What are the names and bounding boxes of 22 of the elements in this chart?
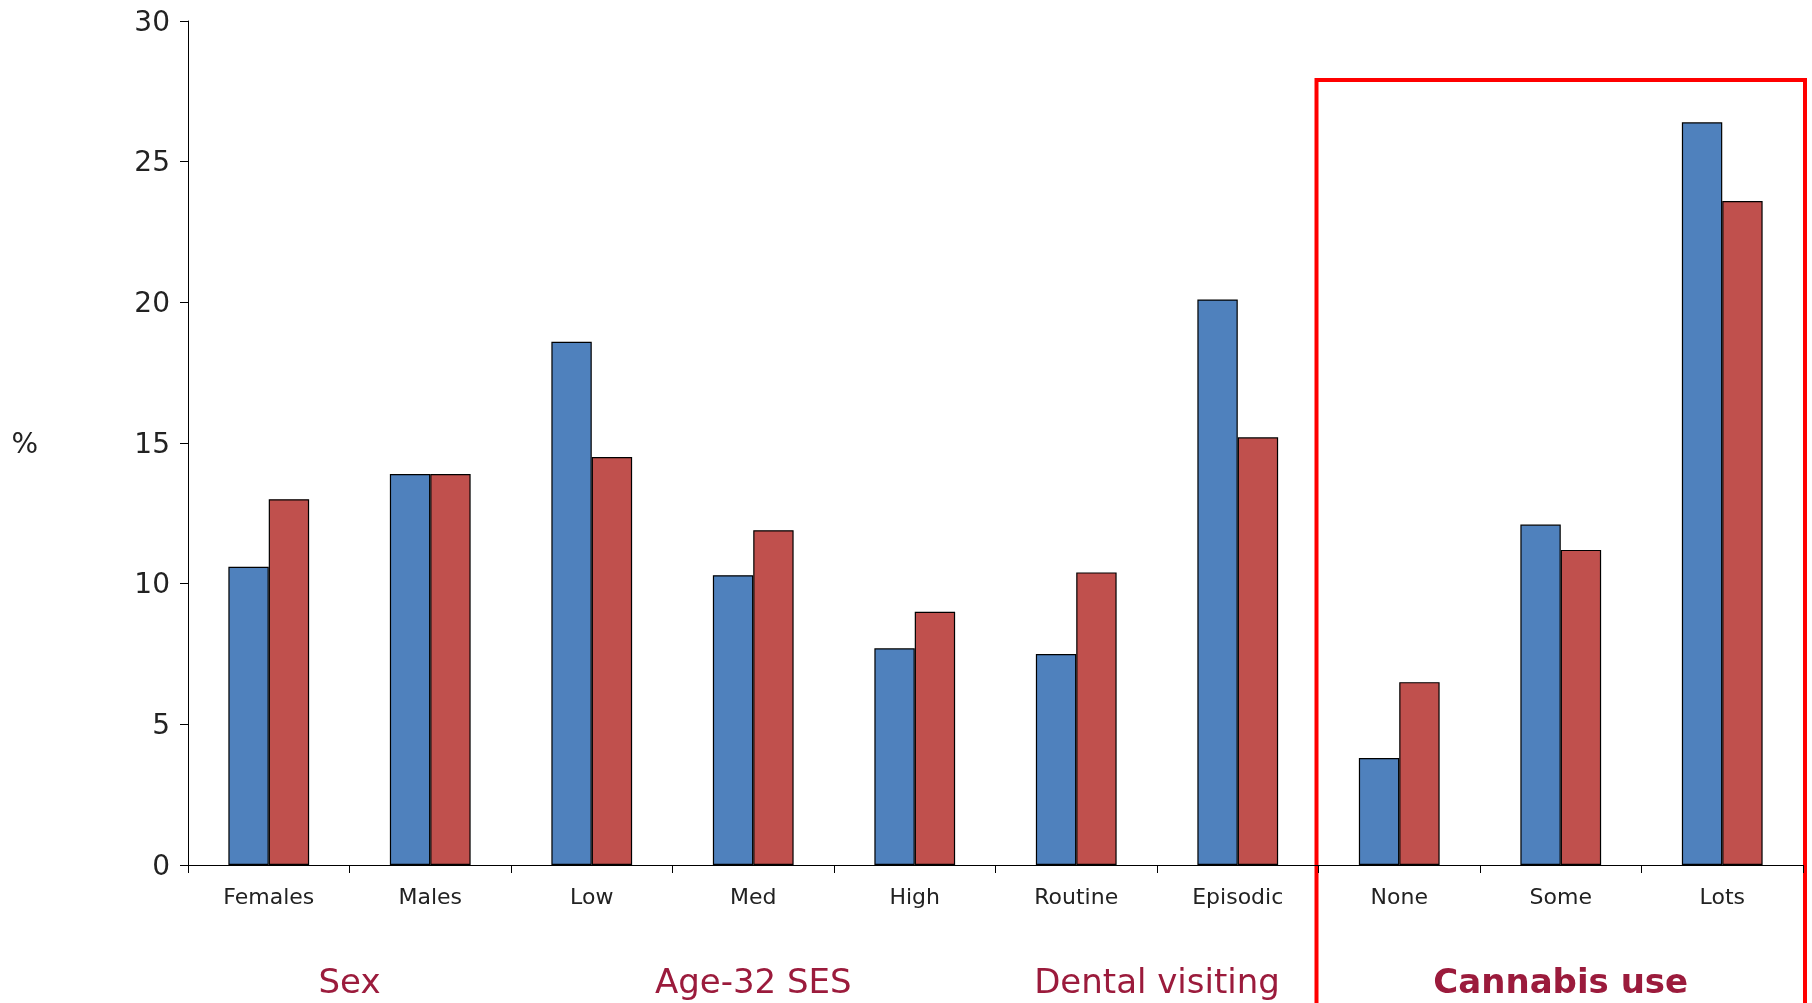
x-tick-label: Males (398, 883, 463, 909)
y-tick-label: 25 (134, 145, 170, 179)
x-tick-label: Routine (1034, 883, 1119, 909)
text: Age-32 SES (654, 961, 852, 1001)
y-tick-label: 20 (134, 285, 170, 319)
x-tick-label: None (1370, 883, 1428, 909)
text: Sex (318, 961, 381, 1001)
y-tick-label: 0 (152, 848, 170, 882)
x-tick-label: Females (223, 883, 315, 909)
x-tick-label: Some (1529, 883, 1592, 909)
text: Dental visiting (1034, 961, 1280, 1001)
y-axis-title: % (11, 426, 38, 460)
x-tick-label: Low (570, 883, 614, 909)
y-tick-label: 10 (134, 567, 170, 601)
x-tick-label: Med (730, 883, 777, 909)
x-tick-label: High (889, 883, 941, 909)
y-tick-label: 15 (134, 426, 170, 460)
x-tick-label: Episodic (1192, 883, 1284, 909)
y-tick-label: 30 (134, 4, 170, 38)
text: Cannabis use (1433, 961, 1689, 1001)
x-tick-label: Lots (1699, 883, 1745, 909)
y-tick-label: 5 (152, 707, 170, 741)
